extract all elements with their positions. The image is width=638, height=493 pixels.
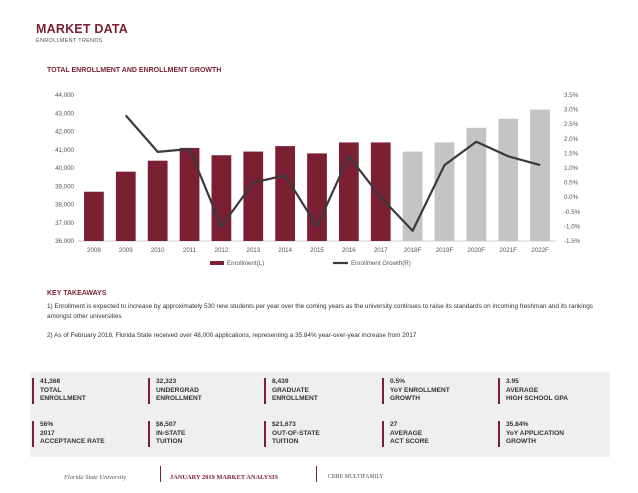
bar-enrollment xyxy=(243,151,264,241)
y-right-tick-label: -1.5% xyxy=(564,238,581,245)
y-left-tick-label: 38,000 xyxy=(55,202,74,209)
y-left-tick-label: 40,000 xyxy=(55,165,74,172)
x-tick-label: 2022F xyxy=(531,247,549,254)
bar-enrollment xyxy=(466,127,487,241)
line-enrollment-growth xyxy=(124,114,541,232)
stat-yoy-application-growth: 35.84% YoY APPLICATION GROWTH xyxy=(498,421,564,447)
stat-acceptance-rate: 56% 2017 ACCEPTANCE RATE xyxy=(32,421,105,447)
footer-brand: CBRE MULTIFAMILY xyxy=(328,474,384,480)
y-left-tick-label: 43,000 xyxy=(55,110,74,117)
y-right-tick-label: 0.0% xyxy=(564,194,579,201)
y-right-tick-label: 1.0% xyxy=(564,165,579,172)
y-right-tick-label: -1.0% xyxy=(564,223,581,230)
y-right-tick-label: -0.5% xyxy=(564,209,581,216)
y-left-tick-label: 39,000 xyxy=(55,183,74,190)
y-right-tick-label: 3.5% xyxy=(564,92,579,99)
x-tick-label: 2011 xyxy=(183,247,197,254)
takeaway-1: 1) Enrollment is expected to increase by… xyxy=(47,303,593,320)
x-tick-label: 2015 xyxy=(310,247,324,254)
bar-enrollment xyxy=(498,118,519,241)
y-right-tick-label: 3.0% xyxy=(564,107,579,114)
stat-in-state-tuition: $6,507 IN-STATE TUITION xyxy=(148,421,185,447)
footer-divider xyxy=(316,466,317,482)
bar-enrollment xyxy=(115,171,136,241)
footer-university: Florida State University xyxy=(64,474,127,481)
bar-enrollment xyxy=(434,142,455,241)
stat-undergrad-enrollment: 32,323 UNDERGRAD ENROLLMENT xyxy=(148,378,202,404)
enrollment-chart: 36,000 37,000 38,000 39,000 40,000 41,000 42,0… xyxy=(55,92,581,267)
x-tick-label: 2017 xyxy=(374,247,388,254)
takeaway-2: 2) As of February 2018, Florida State re… xyxy=(47,332,417,339)
footer-divider xyxy=(160,466,161,482)
chart-heading: TOTAL ENROLLMENT AND ENROLLMENT GROWTH xyxy=(47,67,222,74)
bar-enrollment xyxy=(402,151,423,241)
x-tick-label: 2019F xyxy=(436,247,454,254)
footer-report: JANUARY 2019 MARKET ANALYSIS xyxy=(170,474,279,481)
legend-label-enrollment: Enrollment(L) xyxy=(227,260,264,267)
x-tick-label: 2010 xyxy=(151,247,165,254)
x-tick-label: 2009 xyxy=(119,247,133,254)
legend-swatch-enrollment xyxy=(210,261,224,265)
y-left-tick-label: 41,000 xyxy=(55,147,74,154)
x-tick-label: 2021F xyxy=(499,247,517,254)
bar-enrollment xyxy=(147,160,168,241)
bar-enrollment xyxy=(530,109,550,241)
y-left-tick-label: 37,000 xyxy=(55,220,74,227)
y-right-tick-label: 0.5% xyxy=(564,180,579,187)
x-tick-label: 2008 xyxy=(87,247,101,254)
legend-label-growth: Enrollment Growth(R) xyxy=(351,260,411,267)
y-right-tick-label: 1.5% xyxy=(564,150,579,157)
y-right-tick-label: 2.5% xyxy=(564,121,579,128)
y-left-tick-label: 42,000 xyxy=(55,129,74,136)
y-right-tick-label: 2.0% xyxy=(564,136,579,143)
x-tick-label: 2013 xyxy=(246,247,260,254)
x-tick-label: 2020F xyxy=(468,247,486,254)
stat-yoy-enrollment-growth: 0.5% YoY ENROLLMENT GROWTH xyxy=(382,378,450,404)
bar-enrollment xyxy=(84,191,104,241)
bar-enrollment xyxy=(275,146,296,241)
stat-graduate-enrollment: 8,439 GRADUATE ENROLLMENT xyxy=(264,378,318,404)
stat-average-gpa: 3.95 AVERAGE HIGH SCHOOL GPA xyxy=(498,378,568,404)
x-tick-label: 2014 xyxy=(278,247,292,254)
takeaways-title: KEY TAKEAWAYS xyxy=(47,290,107,297)
bar-enrollment xyxy=(370,142,391,241)
x-tick-label: 2018F xyxy=(404,247,422,254)
page-subtitle: ENROLLMENT TRENDS xyxy=(36,38,103,44)
y-left-tick-label: 36,000 xyxy=(55,238,74,245)
stats-panel: 41,368 TOTAL ENROLLMENT 32,323 UNDERGRAD ENR… xyxy=(30,372,610,457)
bar-enrollment xyxy=(211,155,232,241)
stat-act-score: 27 AVERAGE ACT SCORE xyxy=(382,421,429,447)
page-title: MARKET DATA xyxy=(36,22,129,36)
stat-total-enrollment: 41,368 TOTAL ENROLLMENT xyxy=(32,378,86,404)
stat-out-of-state-tuition: $21,673 OUT-OF-STATE TUITION xyxy=(264,421,320,447)
x-tick-label: 2012 xyxy=(215,247,229,254)
x-tick-label: 2016 xyxy=(342,247,356,254)
bar-enrollment xyxy=(307,153,327,241)
bar-enrollment xyxy=(179,147,200,241)
y-left-tick-label: 44,000 xyxy=(55,92,74,99)
